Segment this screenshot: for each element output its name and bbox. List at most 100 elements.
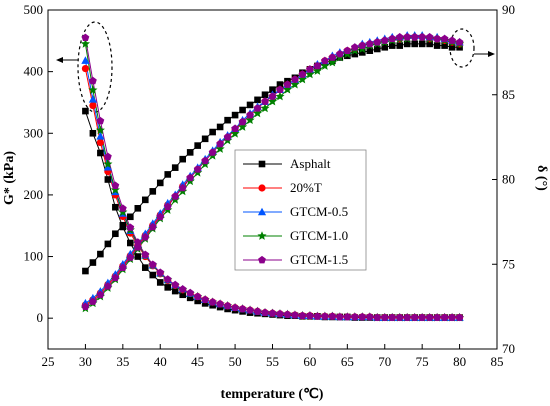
marker-delta-gtcm-1-5 [141,233,150,241]
marker-delta-asphalt [134,205,142,212]
marker-delta-asphalt [104,240,112,248]
marker-delta-gtcm-1-5 [126,253,135,261]
marker-gstar-asphalt [127,239,134,247]
marker-delta-gtcm-1-5 [208,148,217,156]
x-tick-label: 80 [453,354,466,369]
marker-delta-gtcm-1-5 [440,34,449,43]
marker-gstar-gtcm-1-5 [276,309,284,318]
marker-delta-asphalt [418,40,426,48]
marker-gstar-gtcm-1-0 [110,185,120,194]
marker-gstar-gtcm-0-5 [103,162,112,171]
marker-gstar-asphalt [186,294,194,302]
y-axis-title-right: δ (°) [534,165,549,191]
y-axis-title-left: G* (kPa) [2,151,17,205]
y-left-tick-label: 100 [24,249,44,264]
marker-delta-gtcm-1-5 [418,33,427,41]
marker-gstar-asphalt [164,284,172,291]
marker-gstar-asphalt [82,107,89,115]
marker-gstar-asphalt [104,176,112,183]
marker-delta-gtcm-1-5 [328,53,337,61]
marker-gstar-gtcm-1-0 [103,159,113,168]
marker-gstar-gtcm-1-5 [283,310,292,318]
marker-gstar-gtcm-1-5 [403,313,412,321]
marker-delta-gtcm-1-5 [178,183,187,192]
y-right-tick-label: 80 [502,172,515,187]
y-left-tick-label: 0 [37,310,44,325]
marker-delta-gtcm-1-0 [312,66,322,75]
legend-marker [258,160,266,168]
marker-delta-gtcm-1-5 [388,34,397,43]
marker-delta-gtcm-1-5 [111,273,120,282]
marker-delta-gtcm-1-5 [268,92,277,100]
marker-delta-asphalt [366,47,374,54]
marker-delta-gtcm-1-5 [291,75,299,83]
marker-gstar-gtcm-1-5 [103,152,112,161]
marker-delta-asphalt [201,135,209,143]
marker-gstar-asphalt [194,297,201,305]
marker-gstar-gtcm-1-5 [425,313,434,321]
marker-delta-gtcm-1-0 [245,115,255,125]
marker-delta-gtcm-1-5 [193,165,202,173]
marker-delta-gtcm-1-5 [433,34,442,43]
marker-delta-asphalt [156,179,164,187]
marker-gstar-gtcm-1-5 [253,307,262,315]
marker-delta-gtcm-1-0 [305,69,315,79]
marker-delta-gtcm-1-0 [320,61,330,70]
y-left-tick-label: 300 [24,125,44,140]
marker-gstar-20-t [96,138,104,147]
marker-delta-gtcm-1-5 [365,39,374,48]
x-tick-label: 55 [266,354,279,369]
marker-delta-asphalt [441,42,448,49]
x-tick-label: 75 [416,354,429,369]
marker-gstar-asphalt [179,291,186,299]
marker-delta-gtcm-1-5 [201,156,210,165]
marker-gstar-gtcm-1-5 [335,312,344,321]
marker-delta-gtcm-1-5 [358,41,367,49]
marker-gstar-gtcm-1-5 [291,311,299,319]
marker-gstar-gtcm-1-5 [89,76,97,85]
marker-delta-asphalt [164,171,172,178]
marker-delta-asphalt [89,259,97,266]
marker-delta-gtcm-1-5 [276,85,284,93]
marker-gstar-gtcm-1-5 [81,33,90,42]
marker-gstar-gtcm-1-5 [448,313,456,321]
marker-delta-asphalt [426,40,433,48]
marker-gstar-gtcm-1-5 [193,292,202,300]
marker-gstar-20-t [89,101,97,110]
y-left-tick-label: 500 [24,2,44,17]
marker-gstar-gtcm-1-5 [156,268,165,276]
marker-delta-asphalt [149,188,157,195]
marker-delta-asphalt [119,221,127,229]
marker-delta-asphalt [194,142,201,149]
marker-delta-asphalt [411,40,418,48]
marker-gstar-gtcm-1-5 [216,299,225,308]
marker-delta-asphalt [351,50,359,58]
legend-label: GTCM-1.0 [290,228,348,243]
marker-gstar-gtcm-1-5 [126,223,135,231]
marker-gstar-gtcm-1-5 [388,313,397,321]
marker-gstar-gtcm-1-5 [298,311,307,320]
marker-delta-asphalt [186,149,194,156]
marker-gstar-gtcm-1-5 [350,312,359,321]
marker-gstar-gtcm-1-5 [328,312,337,320]
x-tick-label: 50 [229,354,242,369]
legend-label: GTCM-0.5 [290,204,348,219]
marker-gstar-gtcm-0-5 [96,132,105,140]
annotations [56,21,495,113]
marker-gstar-gtcm-1-5 [268,309,277,317]
marker-gstar-gtcm-1-5 [223,301,232,310]
marker-delta-gtcm-1-5 [335,49,344,58]
marker-delta-asphalt [239,106,246,114]
marker-gstar-gtcm-1-5 [306,311,314,320]
marker-delta-gtcm-1-5 [425,33,434,41]
marker-delta-asphalt [269,86,276,93]
marker-delta-gtcm-1-5 [231,124,239,132]
legend-marker [258,184,266,192]
x-tick-label: 40 [154,354,167,369]
legend-marker [257,207,267,216]
marker-delta-gtcm-1-5 [96,290,105,299]
x-tick-label: 25 [42,354,55,369]
marker-gstar-gtcm-1-5 [141,250,150,259]
marker-gstar-asphalt [171,287,179,295]
legend-box [234,149,367,271]
